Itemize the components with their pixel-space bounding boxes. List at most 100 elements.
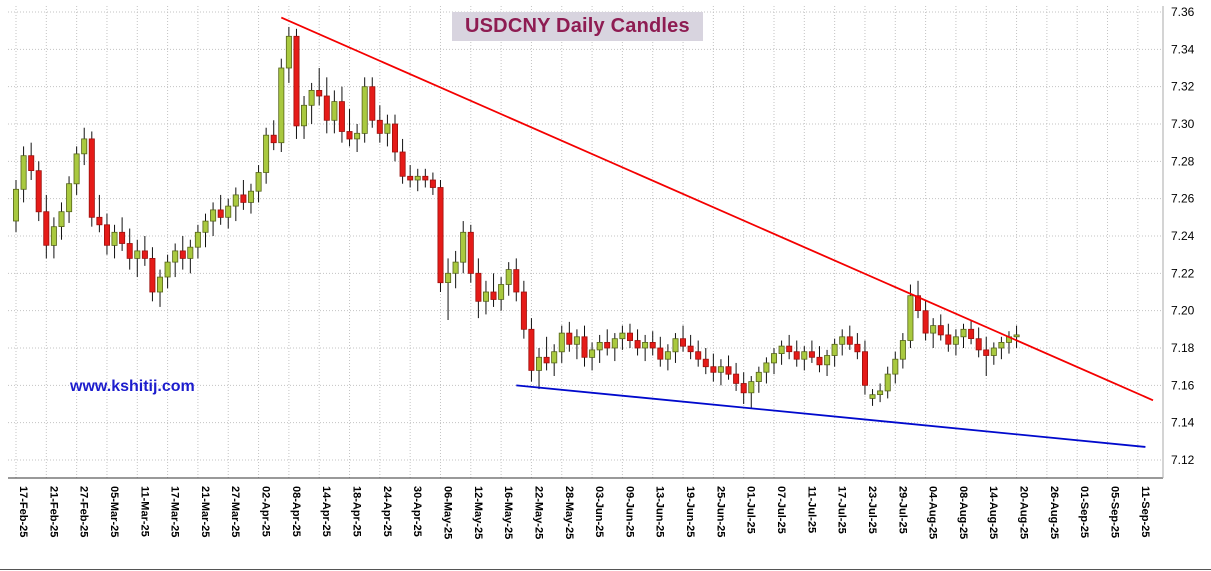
candle	[899, 333, 906, 369]
candle	[391, 114, 398, 162]
candle-body	[126, 243, 133, 259]
candle-body	[839, 336, 846, 345]
candle	[952, 329, 959, 356]
candle	[293, 28, 300, 139]
candle-body	[975, 338, 982, 351]
x-axis-label: 28-May-25	[563, 486, 575, 539]
candle-body	[278, 67, 285, 144]
candle-body	[816, 356, 823, 366]
candle-body	[202, 220, 209, 233]
x-axis-label: 21-Feb-25	[47, 486, 59, 537]
candle-body	[50, 226, 57, 246]
candle-body	[88, 138, 95, 218]
candle-body	[983, 349, 990, 356]
candle	[1013, 325, 1020, 348]
candle	[346, 109, 353, 147]
candle-body	[937, 325, 944, 336]
red-resistance-trendline	[280, 16, 1154, 402]
candle-body	[748, 381, 755, 394]
candle-body	[520, 291, 527, 330]
candle-body	[81, 138, 88, 155]
candle	[263, 127, 270, 184]
candle	[672, 333, 679, 363]
candle-body	[573, 336, 580, 345]
candle-body	[445, 272, 452, 283]
candle-body	[308, 90, 315, 106]
candle	[907, 284, 914, 348]
candle-body	[331, 101, 338, 121]
y-axis-label: 7.36	[1171, 5, 1195, 19]
candle	[793, 340, 800, 367]
candle	[884, 366, 891, 399]
candle	[960, 323, 967, 348]
candle	[786, 334, 793, 360]
candle	[892, 351, 899, 384]
candle	[717, 359, 724, 386]
gridlines	[8, 6, 1163, 478]
candle	[460, 221, 467, 274]
candle	[528, 318, 535, 382]
candle	[998, 336, 1005, 360]
candle-body	[354, 132, 361, 140]
candle-body	[877, 390, 884, 395]
x-axis-label: 11-Mar-25	[138, 486, 150, 537]
candle	[376, 105, 383, 143]
candle-body	[255, 172, 262, 192]
x-axis-label: 05-Mar-25	[108, 486, 120, 537]
candle-body	[990, 347, 997, 356]
candle-body	[263, 134, 270, 173]
candle-body	[376, 119, 383, 134]
candle-body	[755, 371, 762, 382]
candle-body	[111, 231, 118, 246]
x-axis-label: 11-Sep-25	[1139, 486, 1151, 537]
candle-body	[793, 351, 800, 360]
candle	[839, 329, 846, 356]
candle	[316, 68, 323, 106]
candle-body	[66, 183, 73, 213]
candle	[202, 213, 209, 248]
x-axis-label: 18-Apr-25	[351, 486, 363, 537]
candle	[467, 224, 474, 283]
x-axis-label: 09-Jun-25	[623, 486, 635, 537]
candle-body	[899, 340, 906, 360]
candle	[733, 362, 740, 391]
candle-body	[210, 209, 217, 222]
candle-body	[20, 155, 27, 190]
candle	[869, 389, 876, 406]
x-axis-label: 21-Mar-25	[199, 486, 211, 537]
candle	[414, 168, 421, 192]
candle	[399, 138, 406, 184]
candle	[28, 142, 35, 180]
candle-body	[862, 351, 869, 386]
candle-body	[498, 284, 505, 300]
candle	[445, 258, 452, 320]
candle	[156, 269, 163, 307]
candle	[369, 77, 376, 128]
candle-body	[824, 355, 831, 366]
y-axis-label: 7.22	[1171, 266, 1195, 280]
candle-body	[156, 276, 163, 293]
candle	[119, 217, 126, 251]
candle-body	[581, 336, 588, 358]
candle	[187, 239, 194, 274]
x-axis-label: 14-Aug-25	[987, 486, 999, 539]
candle	[490, 273, 497, 307]
candle	[808, 340, 815, 363]
candle	[801, 346, 808, 371]
candle-body	[528, 328, 535, 371]
candle-body	[596, 341, 603, 351]
candle-body	[300, 104, 307, 127]
candle	[384, 114, 391, 147]
x-axis-label: 04-Aug-25	[927, 486, 939, 539]
y-axis-label: 7.20	[1171, 304, 1195, 318]
candle	[937, 314, 944, 341]
x-axis-label: 24-Apr-25	[381, 486, 393, 537]
candle-body	[346, 131, 353, 140]
candle-body	[930, 325, 937, 334]
candle-body	[892, 358, 899, 375]
candle-body	[172, 250, 179, 263]
candle	[240, 180, 247, 210]
candle	[12, 180, 19, 233]
candle-body	[194, 231, 201, 248]
y-axis-label: 7.26	[1171, 192, 1195, 206]
